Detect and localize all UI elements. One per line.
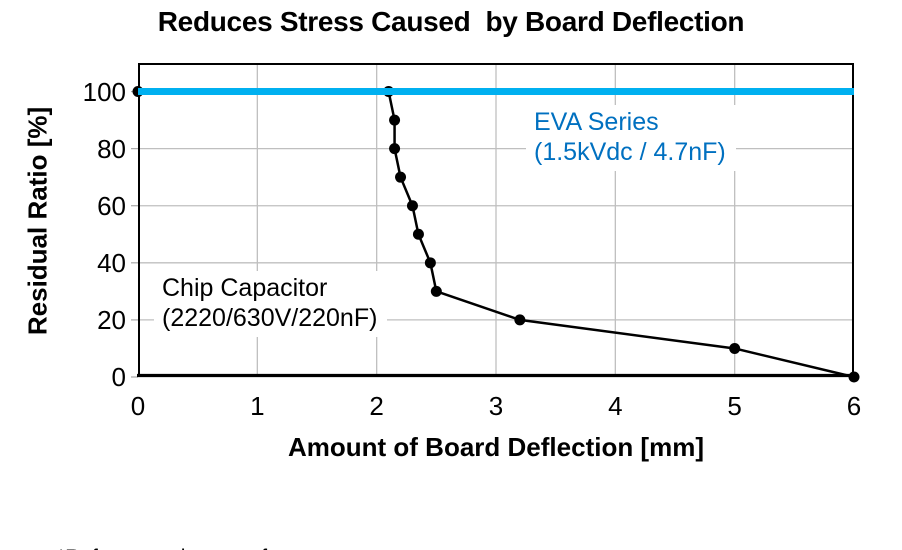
chart-title: Reduces Stress Caused by Board Deflectio… [157, 6, 745, 37]
x-tick-label: 6 [846, 391, 862, 421]
data-point-marker [729, 342, 741, 354]
data-point-marker [424, 257, 436, 269]
data-point-marker [395, 171, 407, 183]
y-tick-label: 20 [97, 304, 126, 335]
x-tick-label: 5 [727, 391, 742, 421]
chip-capacitor-label-line1: Chip Capacitor [162, 274, 328, 302]
data-point-marker [412, 228, 424, 240]
footnote-reference: *Reference data, not for gurantee [57, 542, 375, 550]
chip-capacitor-label: Chip Capacitor (2220/630V/220nF) [154, 271, 388, 337]
y-tick-label: 100 [82, 76, 126, 107]
y-tick-label: 0 [111, 362, 126, 392]
y-tick-label: 80 [97, 133, 126, 164]
data-point-marker [848, 371, 860, 383]
data-point-marker [389, 114, 401, 126]
x-tick-label: 0 [130, 391, 146, 421]
x-axis-title: Amount of Board Deflection [mm] [288, 432, 704, 462]
data-point-marker [406, 200, 418, 212]
data-point-marker [389, 143, 401, 155]
chip-capacitor-label-line2: (2220/630V/220nF) [162, 304, 378, 332]
x-tick-label: 3 [488, 391, 504, 421]
footnotes: *Reference data, not for gurantee *PCB :… [57, 477, 375, 550]
y-tick-label: 40 [97, 247, 126, 278]
data-point-marker [514, 314, 526, 326]
data-point-marker [430, 285, 442, 297]
eva-series-label-line2: (1.5kVdc / 4.7nF) [534, 138, 726, 166]
eva-series-label: EVA Series (1.5kVdc / 4.7nF) [526, 105, 736, 171]
eva-series-label-line1: EVA Series [534, 108, 659, 136]
x-tick-label: 1 [250, 391, 265, 421]
y-tick-label: 60 [97, 190, 126, 221]
x-tick-label: 2 [369, 391, 384, 421]
x-tick-label: 4 [608, 391, 623, 421]
